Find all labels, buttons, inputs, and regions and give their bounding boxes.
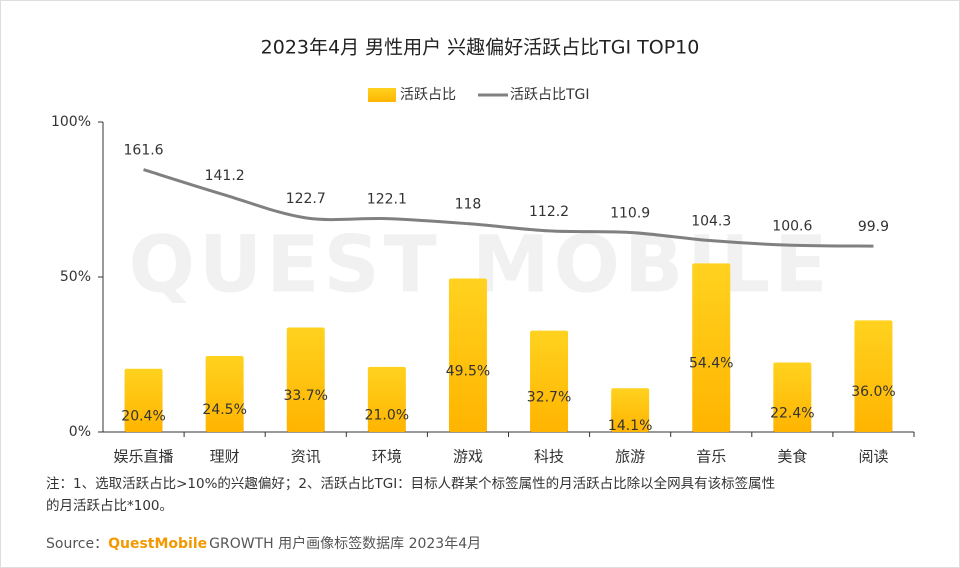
data-label: 22.4% <box>770 405 814 421</box>
data-label: 122.7 <box>286 191 326 207</box>
note: 注：1、选取活跃占比>10%的兴趣偏好；2、活跃占比TGI：目标人群某个标签属性… <box>46 475 775 492</box>
data-label: 24.5% <box>202 402 246 418</box>
x-tick-label: 环境 <box>372 448 402 466</box>
data-label: 112.2 <box>529 204 569 220</box>
x-tick-label: 娱乐直播 <box>114 448 174 466</box>
x-tick-label: 资讯 <box>291 448 321 466</box>
bar <box>530 330 569 432</box>
data-label: 21.0% <box>365 407 409 423</box>
data-label: 161.6 <box>124 143 164 159</box>
bar <box>124 368 163 432</box>
source-brand: QuestMobile <box>108 536 207 552</box>
legend-swatch <box>368 88 396 102</box>
x-tick-label: 旅游 <box>615 448 645 466</box>
data-label: 100.6 <box>772 218 812 234</box>
data-label: 122.1 <box>367 192 407 208</box>
bar <box>205 356 244 432</box>
source-prefix: Source： <box>46 536 108 552</box>
y-tick-label: 50% <box>60 269 91 285</box>
y-tick-label: 0% <box>69 424 91 440</box>
x-tick-label: 美食 <box>777 448 807 466</box>
data-label: 33.7% <box>284 388 328 404</box>
legend-label: 活跃占比TGI <box>510 87 590 103</box>
x-tick-label: 理财 <box>210 448 240 466</box>
x-tick-label: 科技 <box>534 448 564 466</box>
data-label: 49.5% <box>446 363 490 379</box>
x-tick-label: 游戏 <box>453 448 483 466</box>
data-label: 20.4% <box>121 408 165 424</box>
data-label: 99.9 <box>858 219 889 235</box>
data-label: 32.7% <box>527 389 571 405</box>
bar <box>448 278 487 432</box>
x-tick-label: 阅读 <box>858 448 888 466</box>
bar <box>773 362 812 432</box>
source-text: GROWTH 用户画像标签数据库 2023年4月 <box>209 535 481 552</box>
data-label: 141.2 <box>205 168 245 184</box>
bar <box>611 388 650 432</box>
line <box>143 168 874 248</box>
data-label: 118 <box>455 197 482 213</box>
data-label: 14.1% <box>608 418 652 434</box>
bar <box>854 320 893 432</box>
note: 的月活跃占比*100。 <box>46 498 173 514</box>
legend-label: 活跃占比 <box>400 87 456 103</box>
y-tick-label: 100% <box>51 114 91 130</box>
data-label: 110.9 <box>610 205 650 221</box>
x-tick-label: 音乐 <box>696 448 726 466</box>
source: Source：QuestMobile GROWTH 用户画像标签数据库 2023年… <box>46 535 481 552</box>
data-label: 104.3 <box>691 214 731 230</box>
chart-title: 2023年4月 男性用户 兴趣偏好活跃占比TGI TOP10 <box>261 37 700 59</box>
data-label: 54.4% <box>689 356 733 372</box>
bar <box>367 366 406 432</box>
bar <box>692 263 731 432</box>
data-label: 36.0% <box>851 384 895 400</box>
bar <box>286 327 325 432</box>
